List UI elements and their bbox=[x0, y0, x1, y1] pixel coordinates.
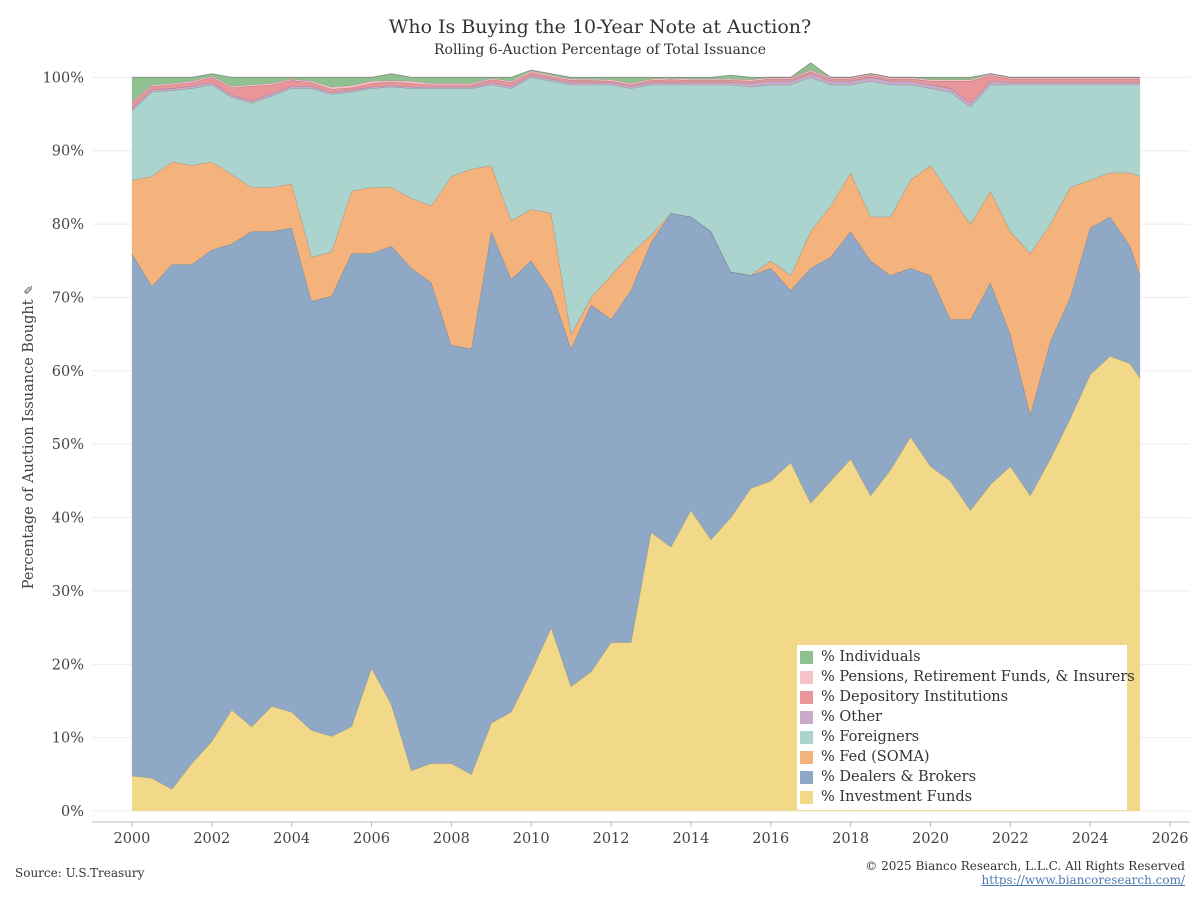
area-dealers-brokers bbox=[131, 213, 1141, 790]
legend: % Individuals % Pensions, Retirement Fun… bbox=[797, 645, 1135, 810]
area-individuals bbox=[131, 62, 1141, 102]
chart-title: Who Is Buying the 10-Year Note at Auctio… bbox=[388, 16, 812, 38]
legend-swatch bbox=[800, 650, 813, 664]
legend-swatch bbox=[800, 690, 813, 704]
x-tick-label: 2006 bbox=[353, 831, 390, 847]
x-tick-label: 2014 bbox=[672, 831, 709, 847]
y-tick-label: 10% bbox=[52, 731, 84, 747]
legend-item-fed-soma[interactable]: % Fed (SOMA) bbox=[800, 747, 1127, 767]
legend-label: % Dealers & Brokers bbox=[821, 769, 977, 785]
y-tick-label: 90% bbox=[52, 144, 84, 160]
y-tick-label: 30% bbox=[52, 584, 84, 600]
x-tick-label: 2026 bbox=[1152, 831, 1189, 847]
x-tick-label: 2000 bbox=[113, 831, 150, 847]
chart-subtitle: Rolling 6-Auction Percentage of Total Is… bbox=[433, 42, 767, 58]
area-depository-institutions bbox=[131, 71, 1141, 109]
area-foreigners bbox=[131, 77, 1141, 335]
legend-label: % Pensions, Retirement Funds, & Insurers bbox=[821, 669, 1135, 685]
legend-swatch bbox=[800, 730, 813, 744]
y-axis-label: Percentage of Auction Issuance Bought ✎ bbox=[21, 285, 37, 589]
legend-swatch bbox=[800, 770, 813, 784]
y-axis-label-text: Percentage of Auction Issuance Bought bbox=[21, 299, 37, 590]
legend-label: % Foreigners bbox=[821, 729, 920, 745]
source-note: Source: U.S.Treasury bbox=[15, 866, 145, 880]
y-tick-label: 70% bbox=[52, 290, 84, 306]
pin-icon[interactable]: ✎ bbox=[22, 284, 36, 295]
legend-swatch bbox=[800, 750, 813, 764]
legend-label: % Depository Institutions bbox=[821, 689, 1009, 705]
x-tick-label: 2024 bbox=[1072, 831, 1109, 847]
series-line-individuals bbox=[131, 62, 1141, 78]
x-tick-label: 2008 bbox=[433, 831, 470, 847]
legend-item-pensions[interactable]: % Pensions, Retirement Funds, & Insurers bbox=[800, 667, 1135, 687]
y-tick-label: 80% bbox=[52, 217, 84, 233]
y-tick-label: 100% bbox=[43, 70, 84, 86]
x-tick-label: 2002 bbox=[193, 831, 230, 847]
y-tick-label: 0% bbox=[61, 804, 84, 820]
x-tick-label: 2010 bbox=[513, 831, 550, 847]
legend-label: % Individuals bbox=[821, 649, 921, 665]
y-tick-label: 20% bbox=[52, 657, 84, 673]
x-tick-label: 2016 bbox=[752, 831, 789, 847]
legend-label: % Fed (SOMA) bbox=[821, 749, 930, 765]
x-tick-label: 2018 bbox=[832, 831, 869, 847]
legend-item-foreigners[interactable]: % Foreigners bbox=[800, 727, 1127, 747]
legend-item-investment-funds[interactable]: % Investment Funds bbox=[800, 787, 1127, 807]
x-tick-label: 2004 bbox=[273, 831, 310, 847]
legend-item-depository[interactable]: % Depository Institutions bbox=[800, 687, 1127, 707]
website-link[interactable]: https://www.biancoresearch.com/ bbox=[981, 873, 1185, 887]
y-tick-label: 60% bbox=[52, 364, 84, 380]
legend-swatch bbox=[800, 670, 813, 684]
x-tick-label: 2022 bbox=[992, 831, 1029, 847]
copyright-note: © 2025 Bianco Research, L.L.C. All Right… bbox=[865, 859, 1185, 873]
x-tick-label: 2020 bbox=[912, 831, 949, 847]
y-tick-label: 50% bbox=[52, 437, 84, 453]
legend-label: % Other bbox=[821, 709, 882, 725]
legend-label: % Investment Funds bbox=[821, 789, 973, 805]
legend-item-other[interactable]: % Other bbox=[800, 707, 1127, 727]
legend-swatch bbox=[800, 790, 813, 804]
legend-item-individuals[interactable]: % Individuals bbox=[800, 647, 1127, 667]
area-fed-soma bbox=[131, 161, 1141, 415]
area-other bbox=[131, 73, 1141, 111]
x-tick-label: 2012 bbox=[593, 831, 630, 847]
area-pensions-retirement-funds-insurers bbox=[131, 70, 1141, 103]
legend-item-dealers-brokers[interactable]: % Dealers & Brokers bbox=[800, 767, 1127, 787]
legend-swatch bbox=[800, 710, 813, 724]
y-tick-label: 40% bbox=[52, 511, 84, 527]
